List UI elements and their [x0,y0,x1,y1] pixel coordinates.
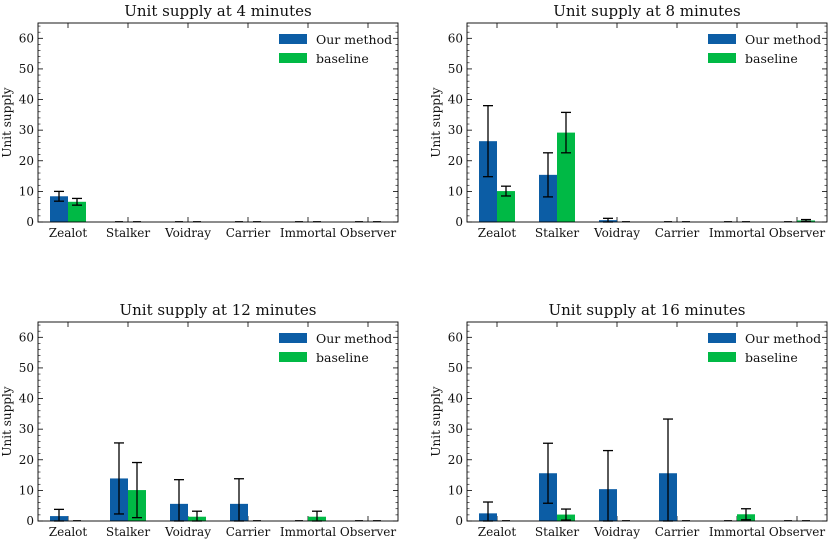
y-tick-label: 0 [455,215,463,229]
x-tick-label: Stalker [106,525,150,539]
legend-label-baseline: baseline [745,51,798,66]
x-tick-label: Voidray [593,226,640,240]
chart-title: Unit supply at 16 minutes [548,301,745,319]
x-tick-label: Zealot [478,226,517,240]
legend: Our method baseline [279,331,392,365]
x-tick-label: Voidray [164,226,211,240]
legend-label-baseline: baseline [316,51,369,66]
y-tick-label: 30 [448,123,463,137]
y-tick-label: 10 [448,483,463,497]
x-tick-label: Zealot [478,525,517,539]
y-tick-label: 40 [448,93,463,107]
y-tick-label: 50 [19,361,34,375]
chart-panel-2: Unit supply at 8 minutes Unit supply 0 10 20… [429,2,828,240]
legend: Our method baseline [279,32,392,66]
bar-our-method [539,174,557,222]
chart-panel-4: Unit supply at 16 minutes Unit supply 0 10 2… [429,301,828,539]
y-tick-label: 10 [448,184,463,198]
plot-frame [37,22,399,223]
y-tick-label: 10 [19,483,34,497]
bar-our-method [479,141,497,222]
y-axis-label: Unit supply [0,87,14,157]
x-tick-label: Stalker [106,226,150,240]
legend: Our method baseline [708,32,821,66]
x-tick-label: Stalker [535,525,579,539]
bar-baseline [68,201,86,222]
x-tick-label: Zealot [49,226,88,240]
y-tick-label: 30 [19,123,34,137]
x-tick-label: Immortal [280,525,336,539]
x-tick-label: Carrier [655,525,700,539]
y-tick-label: 50 [448,361,463,375]
y-tick-label: 60 [19,330,34,344]
y-tick-label: 0 [26,514,34,528]
x-tick-label: Voidray [164,525,211,539]
legend-swatch-our-method [708,34,736,44]
y-tick-label: 0 [26,215,34,229]
y-tick-label: 20 [19,453,34,467]
x-tick-label: Observer [769,525,825,539]
y-tick-label: 10 [19,184,34,198]
y-tick-label: 0 [455,514,463,528]
x-tick-label: Carrier [226,226,271,240]
y-tick-label: 60 [19,31,34,45]
y-tick-label: 60 [448,31,463,45]
y-tick-label: 40 [19,93,34,107]
y-tick-label: 20 [19,154,34,168]
legend-label-our-method: Our method [316,331,392,346]
chart-panel-3: Unit supply at 12 minutes Unit supply 0 10 2… [0,301,399,539]
y-axis-label: Unit supply [429,386,443,456]
legend-label-our-method: Our method [316,32,392,47]
y-tick-label: 30 [19,422,34,436]
legend-label-baseline: baseline [316,350,369,365]
x-tick-label: Immortal [280,226,336,240]
legend-swatch-our-method [279,34,307,44]
legend-label-our-method: Our method [745,331,821,346]
y-tick-label: 60 [448,330,463,344]
x-tick-label: Carrier [655,226,700,240]
plot-frame [466,321,828,522]
x-tick-label: Stalker [535,226,579,240]
y-tick-label: 20 [448,453,463,467]
chart-title: Unit supply at 8 minutes [553,2,741,20]
plot-frame [37,321,399,522]
legend-swatch-baseline [279,53,307,63]
chart-title: Unit supply at 4 minutes [124,2,312,20]
x-tick-label: Observer [340,525,396,539]
legend-swatch-baseline [708,352,736,362]
bar-baseline [497,191,515,222]
plot-frame [466,22,828,223]
y-tick-label: 40 [19,392,34,406]
legend: Our method baseline [708,331,821,365]
x-tick-label: Voidray [593,525,640,539]
legend-label-our-method: Our method [745,32,821,47]
chart-title: Unit supply at 12 minutes [119,301,316,319]
y-tick-label: 40 [448,392,463,406]
legend-swatch-our-method [708,333,736,343]
x-tick-label: Zealot [49,525,88,539]
legend-swatch-baseline [708,53,736,63]
y-axis-label: Unit supply [429,87,443,157]
y-axis-label: Unit supply [0,386,14,456]
x-tick-label: Observer [340,226,396,240]
x-tick-label: Carrier [226,525,271,539]
y-tick-label: 50 [448,62,463,76]
y-tick-label: 50 [19,62,34,76]
legend-swatch-our-method [279,333,307,343]
bar-our-method [50,196,68,222]
y-tick-label: 20 [448,154,463,168]
chart-panel-1: Unit supply at 4 minutes Unit supply 0 10 20… [0,2,399,240]
x-tick-label: Observer [769,226,825,240]
x-tick-label: Immortal [709,525,765,539]
y-tick-label: 30 [448,422,463,436]
bar-baseline [557,132,575,222]
x-tick-label: Immortal [709,226,765,240]
legend-swatch-baseline [279,352,307,362]
legend-label-baseline: baseline [745,350,798,365]
